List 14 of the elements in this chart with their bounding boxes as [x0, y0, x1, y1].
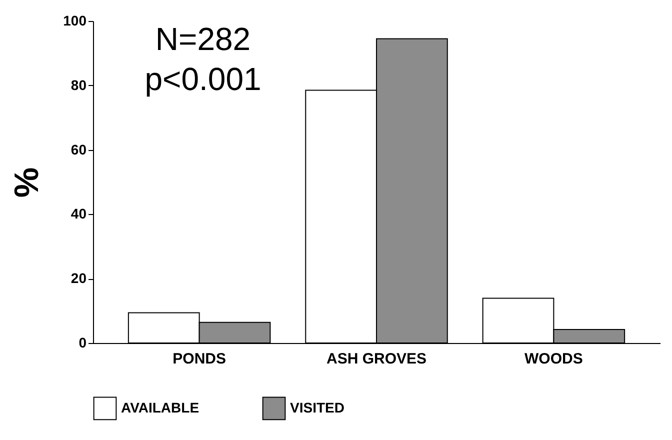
y-tick-label: 60	[70, 141, 87, 158]
y-axis-title: %	[8, 167, 46, 198]
y-tick-label: 80	[70, 76, 87, 93]
y-tick-label: 100	[63, 12, 87, 28]
annotation: p<0.001	[144, 61, 262, 97]
legend-label: AVAILABLE	[121, 399, 200, 416]
legend-label: VISITED	[290, 399, 344, 416]
x-tick-label: PONDS	[172, 350, 226, 368]
y-tick-label: 40	[70, 206, 87, 222]
y-tick-label: 0	[78, 334, 87, 350]
annotation: N=282	[155, 21, 251, 57]
x-tick-label: WOODS	[524, 350, 583, 368]
y-tick-label: 20	[70, 270, 87, 286]
x-tick-label: ASH GROVES	[326, 350, 427, 368]
